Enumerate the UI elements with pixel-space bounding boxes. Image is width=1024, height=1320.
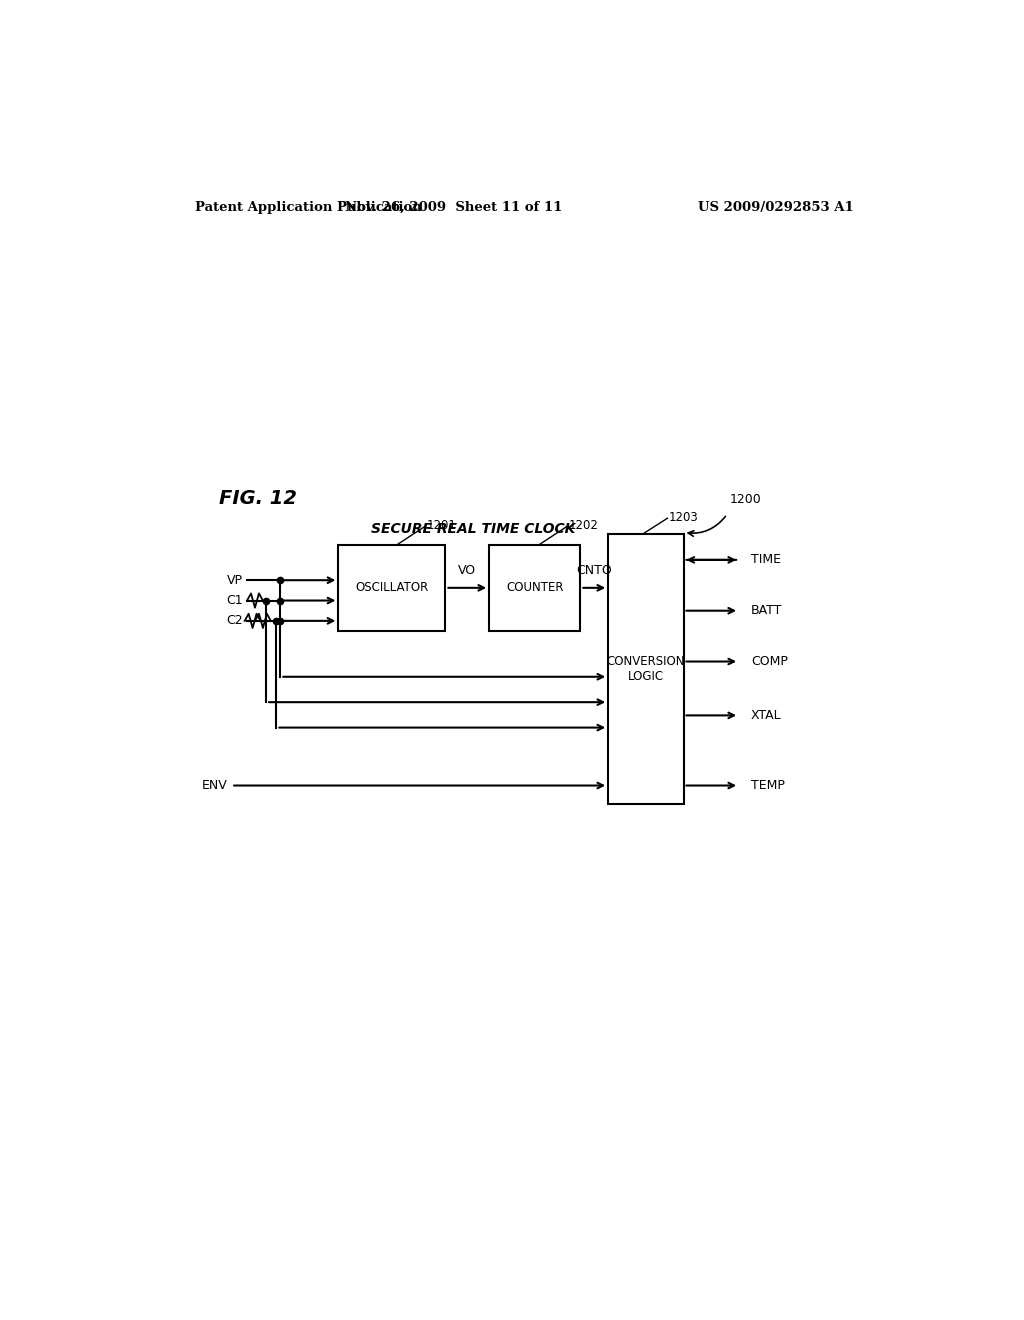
Text: US 2009/0292853 A1: US 2009/0292853 A1 [698, 201, 854, 214]
Text: 1203: 1203 [669, 511, 698, 524]
Text: 1202: 1202 [568, 519, 598, 532]
Text: BATT: BATT [751, 605, 782, 618]
Bar [608, 535, 683, 804]
Text: 1201: 1201 [427, 519, 457, 532]
Text: ENV: ENV [202, 779, 227, 792]
Text: C2: C2 [226, 614, 243, 627]
Text: SECURE REAL TIME CLOCK: SECURE REAL TIME CLOCK [371, 523, 575, 536]
Text: OSCILLATOR: OSCILLATOR [355, 581, 428, 594]
Bar [489, 545, 581, 631]
Text: COMP: COMP [751, 655, 787, 668]
Text: COUNTER: COUNTER [506, 581, 563, 594]
Bar [338, 545, 445, 631]
Text: VO: VO [458, 564, 476, 577]
Text: CONVERSION
LOGIC: CONVERSION LOGIC [606, 655, 685, 684]
Text: TEMP: TEMP [751, 779, 784, 792]
Text: Nov. 26, 2009  Sheet 11 of 11: Nov. 26, 2009 Sheet 11 of 11 [345, 201, 562, 214]
Text: TIME: TIME [751, 553, 781, 566]
Text: VP: VP [227, 574, 243, 586]
Text: FIG. 12: FIG. 12 [219, 490, 297, 508]
Text: 1200: 1200 [729, 492, 761, 506]
Text: XTAL: XTAL [751, 709, 781, 722]
Text: CNTO: CNTO [577, 564, 612, 577]
Text: C1: C1 [226, 594, 243, 607]
Text: Patent Application Publication: Patent Application Publication [196, 201, 422, 214]
